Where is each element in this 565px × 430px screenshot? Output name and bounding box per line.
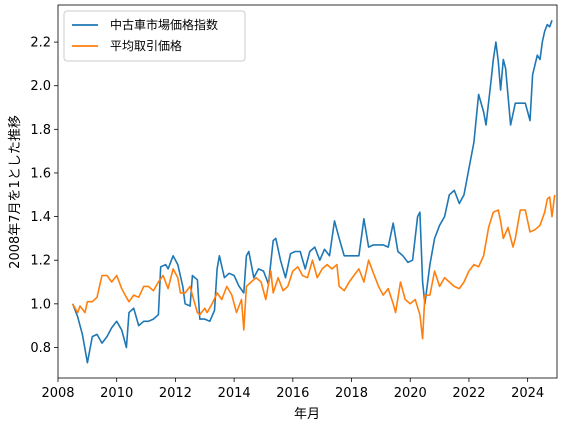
y-axis-ticks: 0.8 1.0 1.2 1.4 1.6 1.8 2.0 2.2 <box>30 36 58 356</box>
x-tick-label: 2024 <box>511 386 544 401</box>
y-tick-label: 1.2 <box>30 254 51 269</box>
x-tick-label: 2016 <box>276 386 309 401</box>
series-line-market-index <box>71 20 553 364</box>
y-tick-label: 2.2 <box>30 36 51 51</box>
series-line-average-price <box>71 194 556 340</box>
plot-area <box>58 5 557 378</box>
x-tick-label: 2020 <box>394 386 427 401</box>
x-tick-label: 2010 <box>100 386 133 401</box>
x-tick-label: 2012 <box>159 386 192 401</box>
legend-box <box>63 10 246 62</box>
y-tick-label: 1.6 <box>30 166 51 181</box>
x-tick-label: 2014 <box>218 386 251 401</box>
series-layer <box>71 20 556 364</box>
x-tick-label: 2018 <box>335 386 368 401</box>
x-tick-label: 2008 <box>41 386 74 401</box>
x-axis-ticks: 2008 2010 2012 2014 2016 2018 2020 2022 2024 <box>41 378 544 401</box>
y-axis-label: 2008年7月を1とした推移 <box>8 115 23 269</box>
y-tick-label: 1.4 <box>30 210 51 225</box>
legend: 中古車市場価格指数 平均取引価格 <box>63 10 246 62</box>
plot-frame <box>57 4 558 379</box>
x-tick-label: 2022 <box>452 386 485 401</box>
y-tick-label: 1.0 <box>30 297 51 312</box>
y-tick-label: 1.8 <box>30 123 51 138</box>
legend-label-market-index: 中古車市場価格指数 <box>110 17 218 32</box>
legend-label-average-price: 平均取引価格 <box>110 38 182 53</box>
y-tick-label: 2.0 <box>30 79 51 94</box>
x-axis-label: 年月 <box>294 407 320 422</box>
y-tick-label: 0.8 <box>30 341 51 356</box>
